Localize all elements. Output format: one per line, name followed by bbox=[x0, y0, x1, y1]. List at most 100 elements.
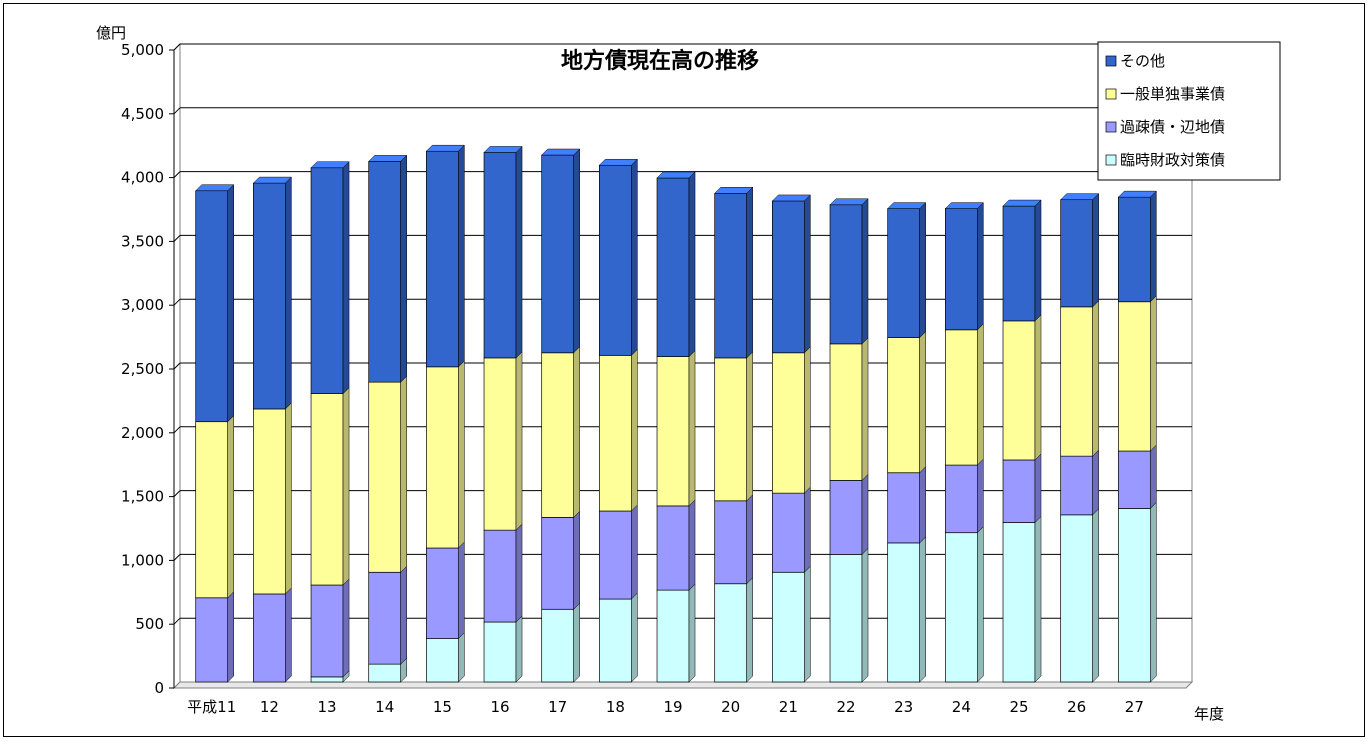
x-tick-label: 18 bbox=[606, 698, 625, 716]
legend-item: 過疎債・辺地債 bbox=[1105, 118, 1225, 136]
bar-segment bbox=[714, 494, 753, 585]
bar-segment bbox=[944, 202, 984, 331]
legend-swatch bbox=[1105, 88, 1117, 100]
bar-segment bbox=[541, 602, 580, 683]
bar-segment bbox=[656, 350, 696, 507]
bar-segment bbox=[772, 346, 811, 494]
bar-segment bbox=[310, 161, 350, 395]
bar-segment bbox=[426, 144, 465, 368]
bar-segment bbox=[483, 145, 523, 359]
bar-top bbox=[1002, 199, 1042, 207]
bar-top bbox=[541, 148, 581, 156]
y-tick-label: 1,500 bbox=[121, 488, 164, 506]
bar-segment bbox=[944, 526, 984, 683]
bar-segment bbox=[1060, 193, 1099, 308]
x-tick-label: 27 bbox=[1125, 698, 1144, 716]
y-tick-label: 3,500 bbox=[121, 232, 164, 250]
bar-segment bbox=[1117, 295, 1157, 452]
bars bbox=[195, 144, 1157, 683]
bar-segment bbox=[483, 615, 523, 683]
bar-top bbox=[425, 144, 465, 152]
bar-top bbox=[1060, 193, 1100, 200]
x-tick-label: 20 bbox=[721, 698, 740, 716]
bar-segment bbox=[599, 348, 638, 512]
y-tick-label: 2,000 bbox=[121, 424, 164, 442]
bar-segment bbox=[772, 194, 811, 354]
bar-segment bbox=[1117, 190, 1157, 303]
bar-segment bbox=[426, 632, 465, 683]
bar-segment bbox=[541, 510, 580, 610]
bar-segment bbox=[656, 583, 696, 683]
bar-segment bbox=[195, 591, 234, 683]
bar-segment bbox=[310, 670, 350, 683]
x-tick-label: 19 bbox=[663, 698, 682, 716]
bar-segment bbox=[1002, 453, 1042, 524]
bar-segment bbox=[368, 657, 407, 683]
bar-segment bbox=[253, 587, 292, 683]
bar-segment bbox=[195, 415, 234, 599]
legend-label: 過疎債・辺地債 bbox=[1120, 118, 1225, 136]
bar-segment bbox=[599, 158, 638, 356]
bar-segment bbox=[310, 578, 350, 678]
y-tick-label: 5,000 bbox=[121, 41, 164, 59]
bar-segment bbox=[195, 184, 234, 423]
x-tick-label: 23 bbox=[894, 698, 913, 716]
bar-top bbox=[310, 161, 350, 169]
x-tick-label: 15 bbox=[433, 698, 452, 716]
bar-segment bbox=[944, 458, 984, 534]
bar-segment bbox=[656, 171, 696, 358]
bar-top bbox=[483, 146, 523, 153]
y-axis-unit-label: 億円 bbox=[96, 24, 126, 42]
bar-segment bbox=[1002, 199, 1042, 322]
bar-top bbox=[887, 202, 927, 209]
bar-segment bbox=[887, 466, 926, 544]
bar-segment bbox=[829, 547, 869, 683]
x-tick-label: 17 bbox=[548, 698, 567, 716]
bar-segment bbox=[944, 323, 984, 466]
bar-segment bbox=[368, 375, 407, 573]
x-tick-label: 25 bbox=[1009, 698, 1028, 716]
y-tick-label: 2,500 bbox=[121, 360, 164, 378]
legend-label: 臨時財政対策債 bbox=[1120, 151, 1225, 169]
bar-segment bbox=[1117, 444, 1157, 510]
x-tick-label: 22 bbox=[836, 698, 855, 716]
bar-segment bbox=[1060, 508, 1099, 683]
bar-top bbox=[368, 155, 408, 162]
bar-top bbox=[1117, 190, 1157, 198]
legend-swatch bbox=[1105, 154, 1117, 166]
bar-segment bbox=[253, 402, 292, 595]
bar-top bbox=[252, 176, 292, 184]
x-tick-label: 16 bbox=[490, 698, 509, 716]
x-tick-label: 平成11 bbox=[187, 698, 236, 716]
x-axis-unit-label: 年度 bbox=[1194, 705, 1224, 723]
bar-segment bbox=[714, 351, 753, 502]
x-tick-label: 21 bbox=[779, 698, 798, 716]
bar-segment bbox=[253, 176, 292, 410]
y-tick-label: 0 bbox=[154, 679, 164, 697]
bar-segment bbox=[541, 346, 580, 518]
bar-segment bbox=[368, 154, 407, 383]
bar-segment bbox=[829, 198, 869, 345]
bar-segment bbox=[1060, 300, 1099, 457]
bar-segment bbox=[599, 504, 638, 600]
bar-segment bbox=[1060, 449, 1099, 516]
bar-segment bbox=[887, 330, 926, 474]
bar-segment bbox=[887, 536, 926, 683]
x-axis: 平成11 12 13 14 15 16 17 18 19 20 21 22 23 24 25 26 27 bbox=[187, 698, 1144, 716]
bar-segment bbox=[541, 148, 580, 354]
bar-top bbox=[656, 171, 696, 179]
bar-segment bbox=[483, 523, 523, 623]
bar-top bbox=[195, 184, 235, 191]
bar-top bbox=[714, 187, 754, 194]
bar-segment bbox=[1002, 314, 1042, 461]
x-tick-label: 26 bbox=[1067, 698, 1086, 716]
bar-segment bbox=[829, 473, 869, 556]
bar-segment bbox=[1002, 515, 1042, 683]
bar-segment bbox=[656, 499, 696, 591]
bar-segment bbox=[1117, 501, 1157, 683]
bar-segment bbox=[599, 592, 638, 683]
bar-segment bbox=[829, 337, 869, 481]
x-tick-label: 12 bbox=[260, 698, 279, 716]
chart-title: 地方債現在高の推移 bbox=[561, 48, 759, 74]
